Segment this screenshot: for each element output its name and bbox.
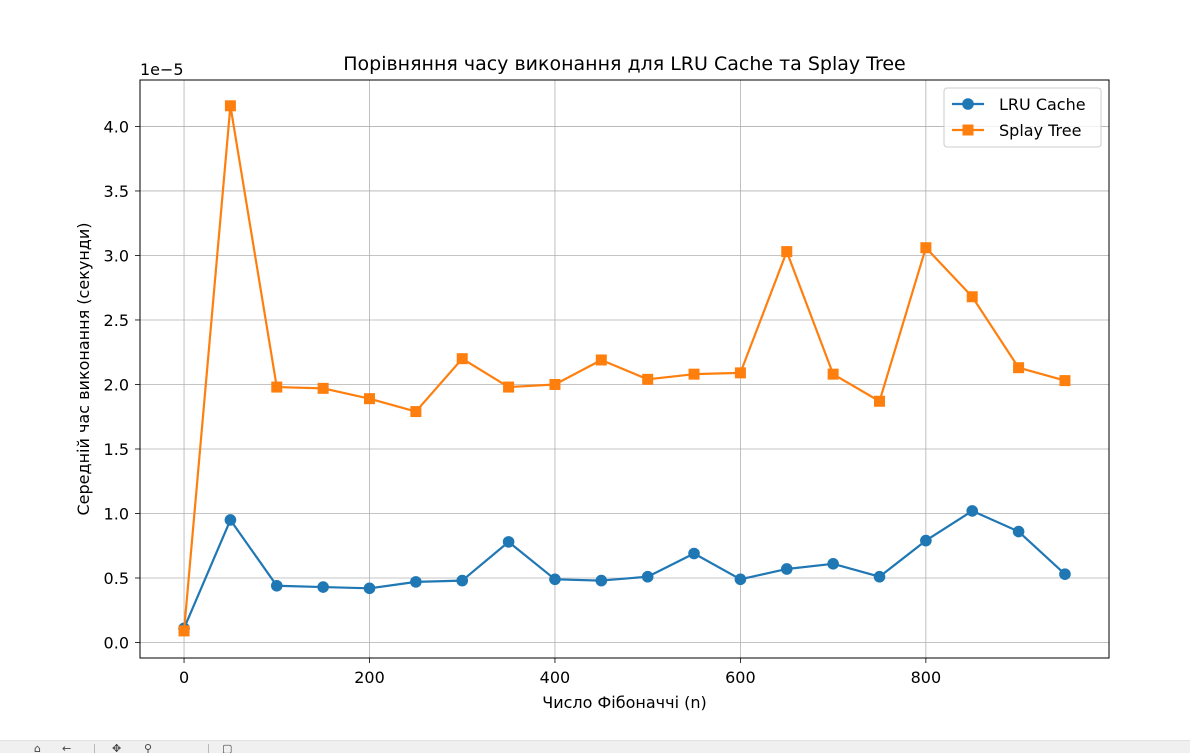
y-axis-label: Середній час виконання (секунди) (74, 223, 93, 516)
splay-tree-point (966, 291, 978, 303)
x-tick-label: 600 (725, 668, 756, 687)
splay-tree-line (182, 104, 1066, 632)
x-tick-label: 0 (179, 668, 189, 687)
lru-cache-point (873, 570, 886, 583)
lru-cache-point (549, 573, 561, 586)
zoom-icon[interactable]: ⚲ (144, 744, 153, 753)
splay-tree-point (642, 373, 654, 385)
legend-label-splay-tree: Splay Tree (999, 121, 1081, 140)
y-tick-label: 3.5 (104, 182, 129, 201)
home-icon[interactable]: ⌂ (34, 744, 41, 753)
y-tick-label: 2.0 (104, 375, 129, 394)
lru-cache-point (363, 582, 376, 595)
splay-tree-point (178, 625, 190, 637)
legend-label-lru-cache: LRU Cache (999, 95, 1086, 114)
lru-cache-point (595, 574, 608, 587)
toolbar-separator (94, 744, 95, 753)
x-tick-label: 200 (354, 668, 385, 687)
splay-tree-point (410, 406, 422, 418)
x-axis-label: Число Фібоначчі (n) (542, 693, 706, 712)
x-tick-label: 800 (911, 668, 942, 687)
lru-cache-point (1059, 568, 1071, 580)
lru-cache-point (920, 534, 932, 547)
lru-cache-point (688, 547, 700, 560)
splay-tree-point (920, 242, 932, 254)
pan-icon[interactable]: ✥ (112, 744, 122, 753)
y-tick-label: 0.5 (104, 569, 129, 588)
chart-title: Порівняння часу виконання для LRU Cache … (343, 53, 906, 75)
lru-cache-point (966, 505, 979, 517)
y-tick-label: 1.5 (104, 440, 129, 459)
splay-tree-point (549, 378, 561, 390)
splay-tree-point (874, 395, 885, 407)
y-tick-label: 4.0 (104, 117, 129, 136)
lru-cache-point (502, 536, 515, 548)
splay-tree-point (1059, 375, 1071, 387)
y-offset-label: 1e−5 (140, 60, 184, 79)
lru-cache-point (827, 558, 839, 570)
splay-tree-point (224, 100, 236, 112)
splay-tree-point (317, 382, 329, 394)
splay-tree-point (1013, 362, 1025, 374)
lru-cache-point (456, 574, 469, 587)
configure-icon[interactable]: ▢ (222, 744, 232, 753)
plot-series (178, 100, 1071, 637)
splay-tree-point (595, 354, 607, 366)
plot-frame (139, 79, 1110, 659)
splay-tree-point (271, 381, 283, 393)
back-icon[interactable]: ← (62, 744, 72, 753)
lru-cache-point (1012, 525, 1025, 538)
legend-marker-splay-tree (962, 124, 974, 136)
splay-tree-point (688, 368, 700, 380)
splay-tree-point (456, 353, 468, 365)
splay-tree-point (503, 381, 515, 393)
lru-cache-point (270, 579, 283, 592)
toolbar-separator (208, 744, 209, 753)
legend-box (943, 87, 1102, 148)
legend-marker-lru-cache (962, 98, 974, 110)
splay-tree-point (734, 367, 746, 379)
legend: LRU Cache Splay Tree (943, 87, 1102, 148)
y-tick-label: 2.5 (104, 311, 129, 330)
splay-tree-point (781, 246, 793, 258)
lru-cache-point (317, 581, 329, 593)
y-tick-label: 1.0 (104, 505, 129, 524)
splay-tree-point (827, 368, 839, 380)
lru-cache-point (410, 576, 422, 588)
lru-cache-point (641, 570, 654, 583)
navigation-toolbar: ⌂ ← ✥ ⚲ ▢ (0, 740, 1190, 753)
y-tick-label: 3.0 (104, 246, 129, 265)
lru-cache-point (734, 573, 747, 586)
tick-marks (135, 126, 927, 663)
splay-tree-point (364, 393, 375, 405)
x-tick-label: 400 (540, 668, 571, 687)
y-tick-label: 0.0 (104, 634, 129, 653)
lru-cache-line (183, 509, 1066, 629)
lru-cache-point (780, 563, 793, 575)
lru-cache-point (224, 514, 237, 526)
